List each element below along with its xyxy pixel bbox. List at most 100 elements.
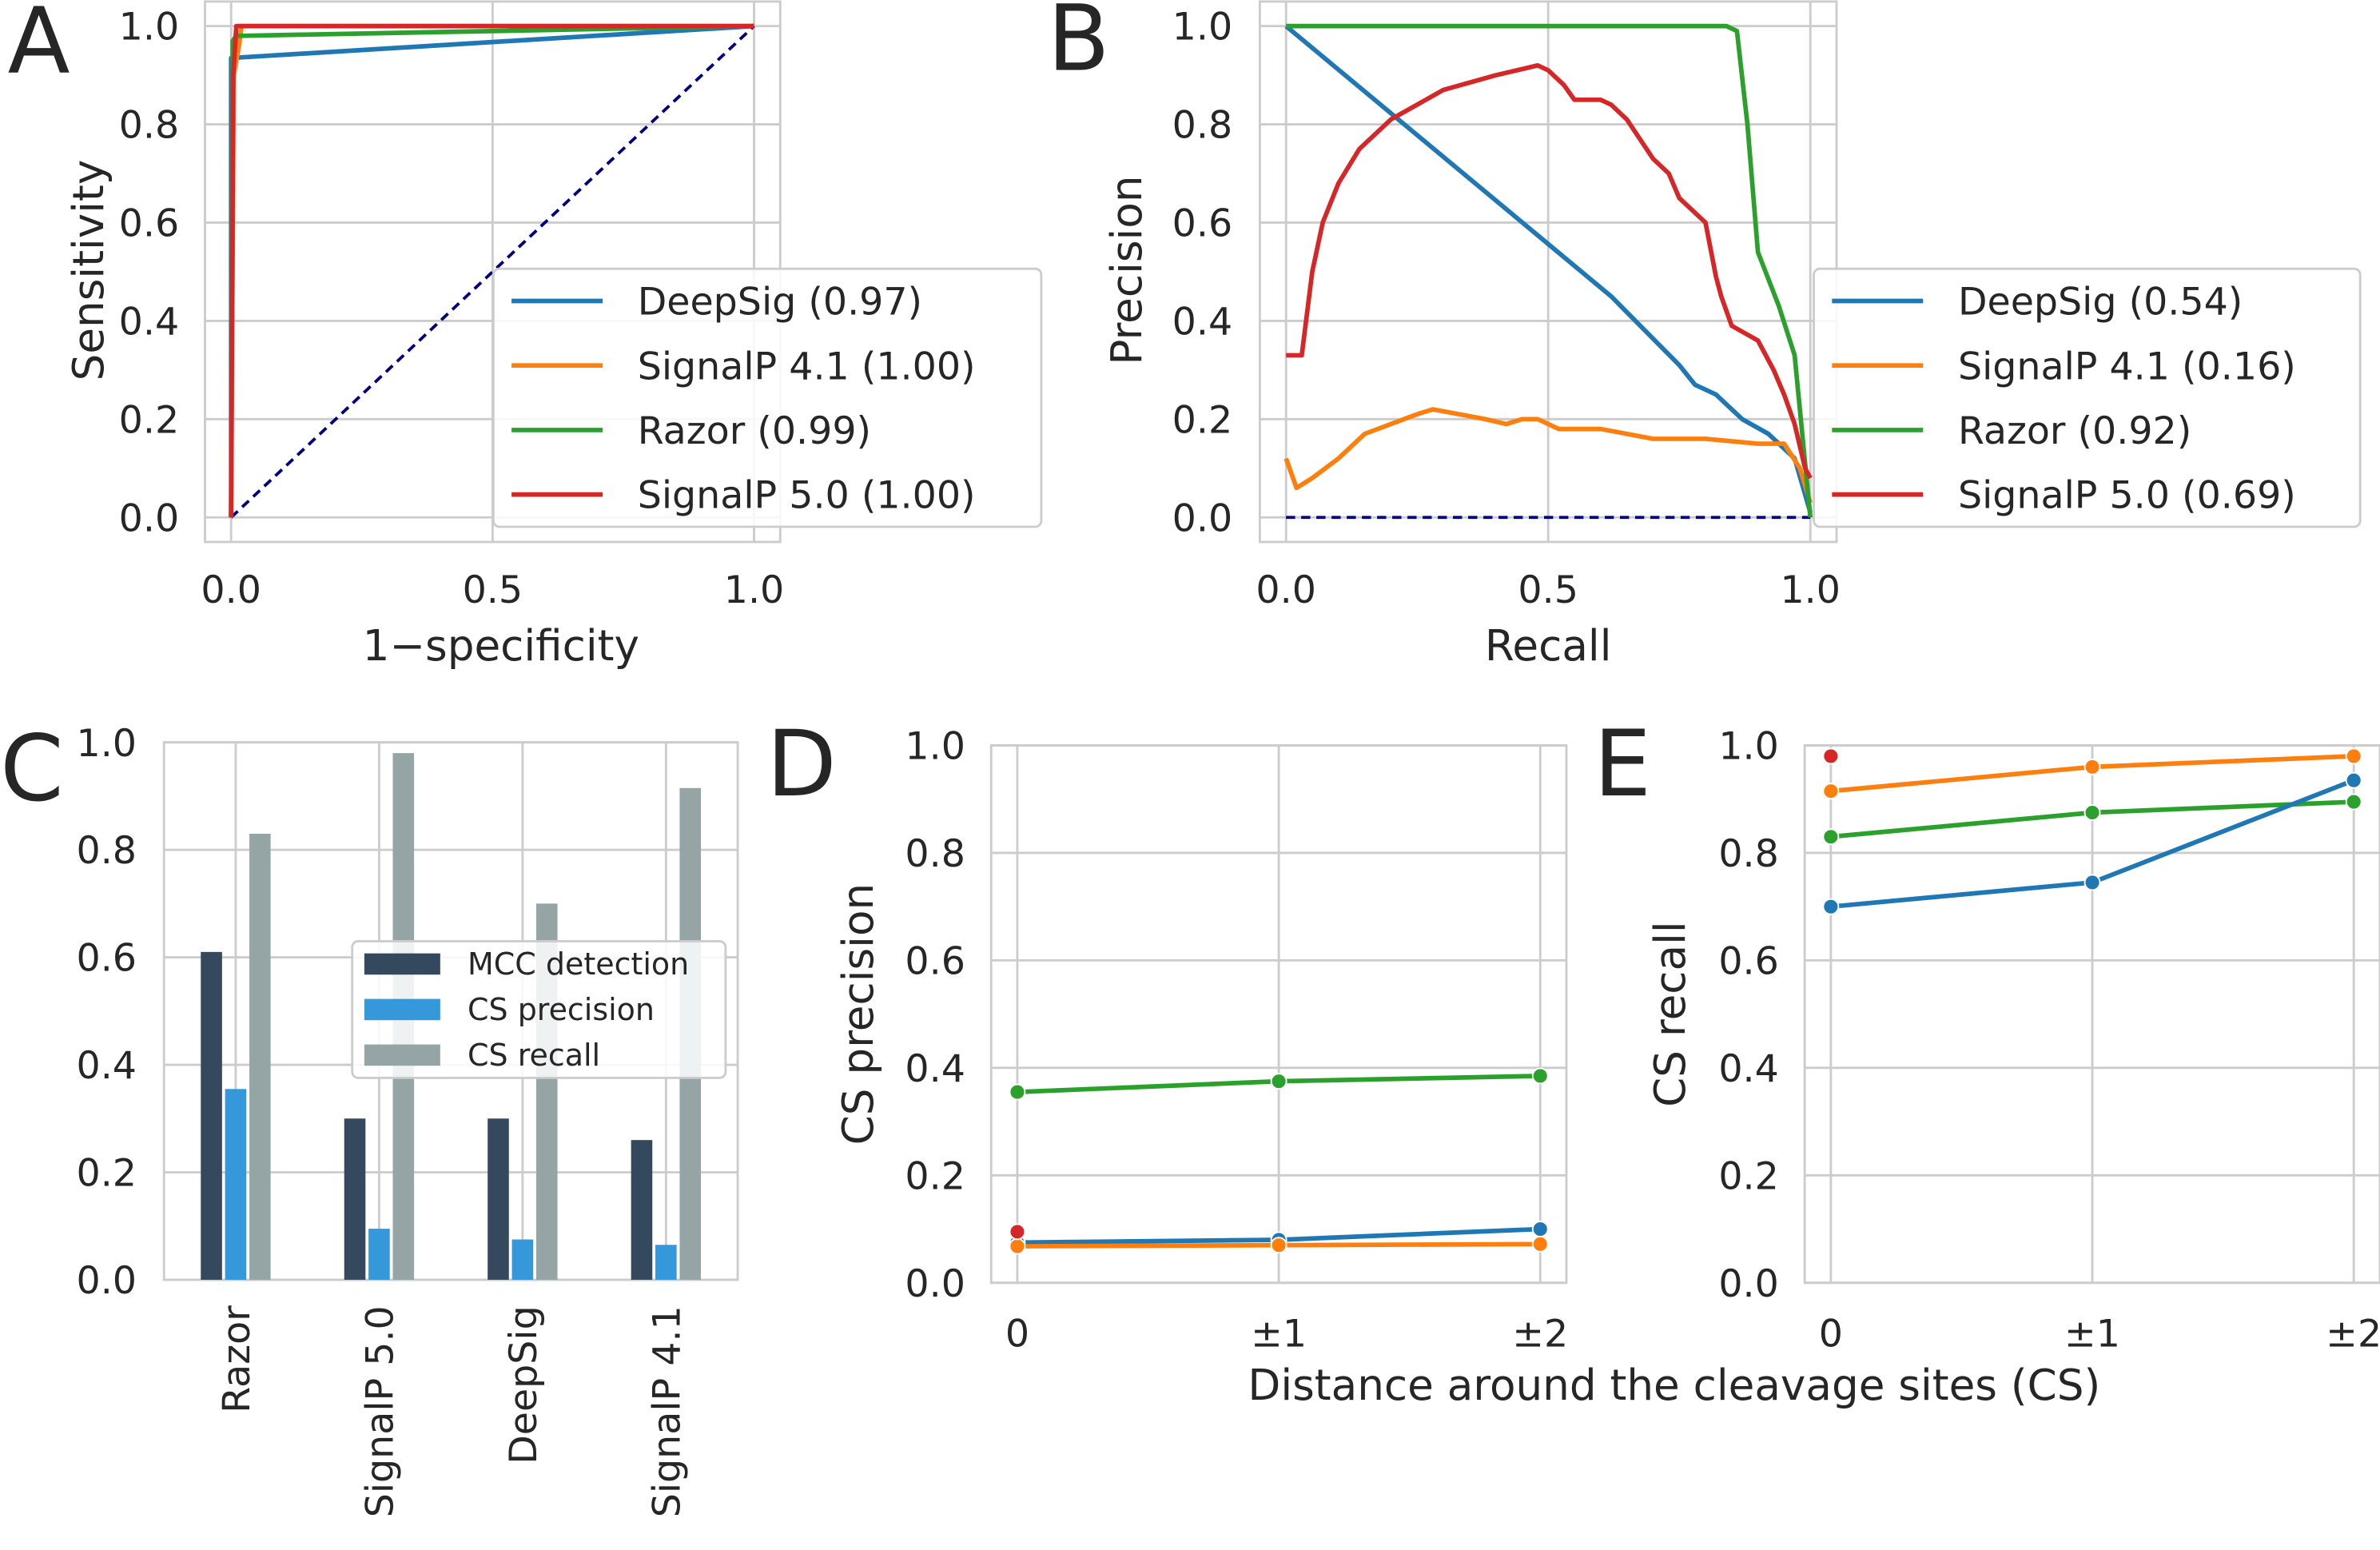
marker	[2345, 747, 2362, 765]
y-tick-label: 0.8	[1718, 832, 1778, 876]
x-tick-label: ±1	[1251, 1313, 1307, 1357]
legend-label: SignalP 5.0 (1.00)	[638, 474, 976, 518]
bar	[344, 1118, 366, 1280]
y-tick-label: 0.4	[1172, 300, 1233, 344]
y-axis-label: CS recall	[1646, 921, 1695, 1106]
x-tick-label: ±2	[2326, 1313, 2380, 1357]
series-line	[1286, 62, 1813, 480]
legend-label: SignalP 4.1 (0.16)	[1958, 345, 2296, 388]
y-tick-label: 1.0	[77, 722, 137, 766]
panel-label: E	[1594, 711, 1651, 817]
y-tick-label: 0.4	[1718, 1047, 1778, 1091]
legend-label: SignalP 5.0 (0.69)	[1958, 474, 2296, 518]
y-tick-label: 0.2	[119, 398, 179, 442]
marker	[1270, 1073, 1288, 1090]
legend-label: CS recall	[468, 1038, 600, 1073]
marker	[2083, 874, 2101, 891]
y-tick-label: 0.4	[77, 1044, 137, 1088]
panel-label: C	[0, 715, 64, 822]
marker	[1531, 1067, 1549, 1085]
y-tick-label: 0.6	[905, 939, 965, 983]
legend-swatch	[364, 1044, 440, 1066]
y-tick-label: 0.6	[1718, 939, 1778, 983]
y-tick-label: 0.0	[77, 1259, 137, 1303]
bar	[201, 951, 222, 1280]
legend-label: DeepSig (0.54)	[1958, 281, 2243, 325]
legend-box	[1813, 267, 2362, 528]
y-tick-label: 1.0	[119, 6, 179, 50]
y-tick-label: 0.4	[905, 1047, 965, 1091]
legend-label: SignalP 4.1 (1.00)	[638, 345, 976, 388]
x-tick-label: 0.5	[1518, 568, 1578, 612]
y-tick-label: 1.0	[905, 725, 965, 769]
legend-label: Razor (0.99)	[638, 409, 871, 453]
x-tick-label: 1.0	[1780, 568, 1841, 612]
y-tick-label: 0.8	[77, 829, 137, 873]
y-tick-label: 0.0	[119, 496, 179, 540]
x-tick-label: 0.0	[201, 568, 261, 612]
legend-swatch	[364, 953, 440, 975]
bar	[249, 833, 271, 1280]
x-axis-label: 1−specificity	[363, 621, 639, 671]
y-tick-label: 0.6	[77, 937, 137, 981]
y-axis-label: Precision	[1102, 175, 1152, 365]
legend-label: MCC detection	[468, 946, 689, 982]
y-tick-label: 0.6	[1172, 202, 1233, 246]
legend-label: CS precision	[468, 992, 655, 1027]
series-line	[1284, 407, 1813, 504]
bar	[225, 1089, 247, 1280]
legend-label: DeepSig (0.97)	[638, 281, 922, 325]
bar	[488, 1118, 509, 1280]
y-axis-label: CS precision	[834, 883, 883, 1146]
panel-label: B	[1047, 0, 1109, 91]
legend-swatch	[364, 998, 440, 1021]
legend-box	[492, 267, 1043, 528]
x-tick-label: DeepSig	[502, 1305, 546, 1464]
y-tick-label: 0.8	[905, 832, 965, 876]
x-tick-label: 0	[1819, 1313, 1843, 1357]
x-tick-label: SignalP 5.0	[358, 1305, 402, 1517]
marker	[1270, 1237, 1288, 1254]
x-axis-label: Recall	[1485, 621, 1612, 671]
marker	[1009, 1083, 1026, 1101]
x-tick-label: 0	[1005, 1313, 1029, 1357]
legend-label: Razor (0.92)	[1958, 409, 2191, 453]
x-tick-label: ±1	[2064, 1313, 2120, 1357]
marker	[1822, 783, 1840, 800]
y-tick-label: 1.0	[1718, 725, 1778, 769]
y-tick-label: 0.2	[1172, 398, 1233, 442]
bar	[655, 1245, 677, 1280]
x-tick-label: Razor	[215, 1305, 259, 1413]
panel-label: D	[766, 711, 837, 817]
marker	[1822, 828, 1840, 846]
y-tick-label: 0.8	[119, 104, 179, 148]
marker	[1531, 1235, 1549, 1253]
marker	[1009, 1223, 1026, 1241]
marker	[1531, 1221, 1549, 1237]
y-tick-label: 0.0	[1172, 496, 1233, 540]
reference-line	[229, 25, 755, 519]
y-tick-label: 0.2	[77, 1152, 137, 1196]
x-axis-label: Distance around the cleavage sites (CS)	[1248, 1361, 2100, 1410]
x-tick-label: SignalP 4.1	[645, 1305, 689, 1517]
y-tick-label: 0.8	[1172, 104, 1233, 148]
y-axis-label: Sensitivity	[64, 160, 113, 381]
y-tick-label: 0.6	[119, 202, 179, 246]
marker	[2083, 804, 2101, 821]
bar	[511, 1239, 534, 1280]
y-tick-label: 0.2	[1718, 1154, 1778, 1198]
x-tick-label: 0.5	[463, 568, 523, 612]
marker	[1822, 747, 1840, 765]
legend-box	[351, 940, 727, 1079]
x-tick-label: 0.0	[1256, 568, 1316, 612]
y-tick-label: 0.4	[119, 300, 179, 344]
marker	[1009, 1237, 1026, 1255]
y-tick-label: 0.0	[905, 1262, 965, 1306]
marker	[2345, 793, 2362, 811]
x-tick-label: 1.0	[724, 568, 785, 612]
panel-label: A	[8, 0, 70, 94]
bar	[631, 1140, 653, 1280]
bar	[368, 1229, 390, 1280]
marker	[2345, 771, 2362, 789]
